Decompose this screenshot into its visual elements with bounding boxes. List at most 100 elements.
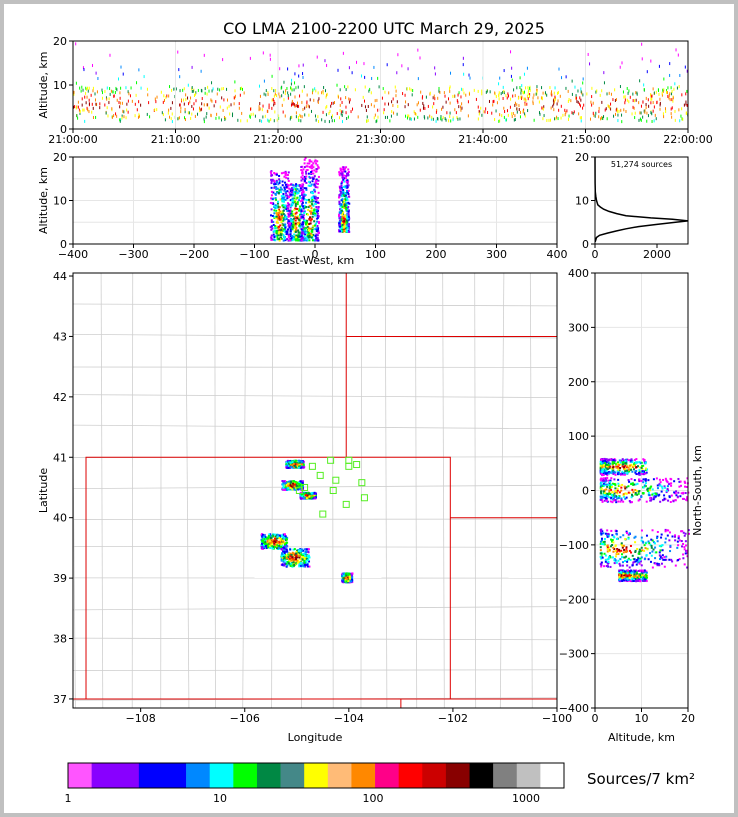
north-south-source: [664, 477, 667, 480]
east-west-source: [275, 235, 278, 238]
plan-view-source: [301, 558, 304, 561]
north-south-source: [629, 460, 632, 463]
north-south-source: [638, 561, 641, 564]
altitude-time-source: [558, 108, 560, 112]
altitude-time-source: [604, 108, 606, 112]
altitude-time-source: [291, 115, 293, 119]
east-west-source: [296, 196, 299, 199]
north-south-source: [684, 549, 687, 552]
altitude-time-source: [115, 112, 117, 116]
plan-view-source: [301, 495, 304, 498]
east-west-source: [289, 194, 292, 197]
altitude-time-source: [553, 108, 555, 112]
altitude-time-source: [417, 48, 419, 52]
plan-view-source: [292, 561, 295, 564]
east-west-source: [275, 215, 278, 218]
altitude-time-source: [73, 105, 75, 109]
altitude-time-source: [340, 112, 342, 116]
east-west-source: [317, 209, 320, 212]
plan-view-source: [297, 551, 300, 554]
plan-view-source: [283, 544, 286, 547]
east-west-source: [291, 203, 294, 206]
plan-view-source: [273, 539, 276, 542]
altitude-time-source: [86, 86, 88, 90]
east-west-source: [284, 174, 287, 177]
altitude-time-source: [513, 118, 515, 122]
altitude-time-source: [511, 66, 513, 70]
east-west-source: [276, 229, 279, 232]
plan-view-source: [291, 486, 294, 489]
plan-view-source: [308, 560, 311, 563]
altitude-time-source: [592, 101, 594, 105]
altitude-time-source: [321, 91, 323, 95]
plan-view-source: [349, 580, 352, 583]
north-south-source: [630, 493, 633, 496]
north-south-source: [644, 482, 647, 485]
north-south-source: [606, 459, 609, 462]
east-west-source: [347, 172, 350, 175]
altitude-time-source: [278, 92, 280, 96]
altitude-time-source: [118, 100, 120, 104]
altitude-time-source: [684, 65, 686, 69]
east-west-source: [343, 225, 346, 228]
east-west-source: [312, 177, 315, 180]
altitude-time-source: [671, 98, 673, 102]
north-south-source: [669, 550, 672, 553]
east-west-source: [272, 233, 275, 236]
north-south-source: [638, 478, 641, 481]
altitude-time-source: [348, 97, 350, 101]
east-west-source: [304, 201, 307, 204]
altitude-time-source: [373, 104, 375, 108]
north-south-source: [674, 499, 677, 502]
east-west-source: [285, 194, 288, 197]
altitude-time-source: [295, 115, 297, 119]
plan-view-source: [291, 565, 294, 568]
altitude-time-source: [232, 112, 234, 116]
east-west-source: [300, 232, 303, 235]
altitude-time-source: [156, 108, 158, 112]
altitude-time-source: [686, 103, 688, 107]
altitude-time-source: [488, 99, 490, 103]
plan-view-source: [342, 572, 345, 575]
east-west-source: [347, 217, 350, 220]
east-west-source: [313, 220, 316, 223]
altitude-time-source: [302, 75, 304, 79]
altitude-time-source: [527, 109, 529, 113]
north-south-source: [644, 485, 647, 488]
east-west-source: [286, 174, 289, 177]
plan-view-source: [305, 558, 308, 561]
altitude-time-source: [84, 95, 86, 99]
altitude-time-source: [504, 110, 506, 114]
altitude-time-source: [438, 89, 440, 93]
east-west-source: [304, 177, 307, 180]
plan-view-source: [292, 462, 295, 465]
plan-view-source: [262, 533, 265, 536]
altitude-time-source: [371, 76, 373, 80]
north-south-source: [628, 459, 631, 462]
north-south-source: [656, 562, 659, 565]
east-west-source: [338, 214, 341, 217]
altitude-time-source: [134, 102, 136, 106]
altitude-time-source: [468, 92, 470, 96]
altitude-time-source: [376, 98, 378, 102]
altitude-time-source: [595, 90, 597, 94]
north-south-source: [632, 561, 635, 564]
altitude-time-source: [623, 95, 625, 99]
plan-view-ytick-label: 38: [53, 633, 67, 646]
altitude-time-source: [495, 109, 497, 113]
north-south-source: [602, 477, 605, 480]
north-south-source: [617, 465, 620, 468]
altitude-time-source: [259, 94, 261, 98]
altitude-time-source: [126, 102, 128, 106]
east-west-source: [308, 227, 311, 230]
plan-view-source: [265, 547, 268, 550]
altitude-time-source: [519, 76, 521, 80]
east-west-source: [282, 198, 285, 201]
north-south-source: [611, 534, 614, 537]
north-south-source: [662, 478, 665, 481]
north-south-source: [635, 466, 638, 469]
altitude-time-source: [282, 110, 284, 114]
altitude-time-source: [199, 106, 201, 110]
altitude-time-source: [377, 76, 379, 80]
plan-view-source: [291, 551, 294, 554]
